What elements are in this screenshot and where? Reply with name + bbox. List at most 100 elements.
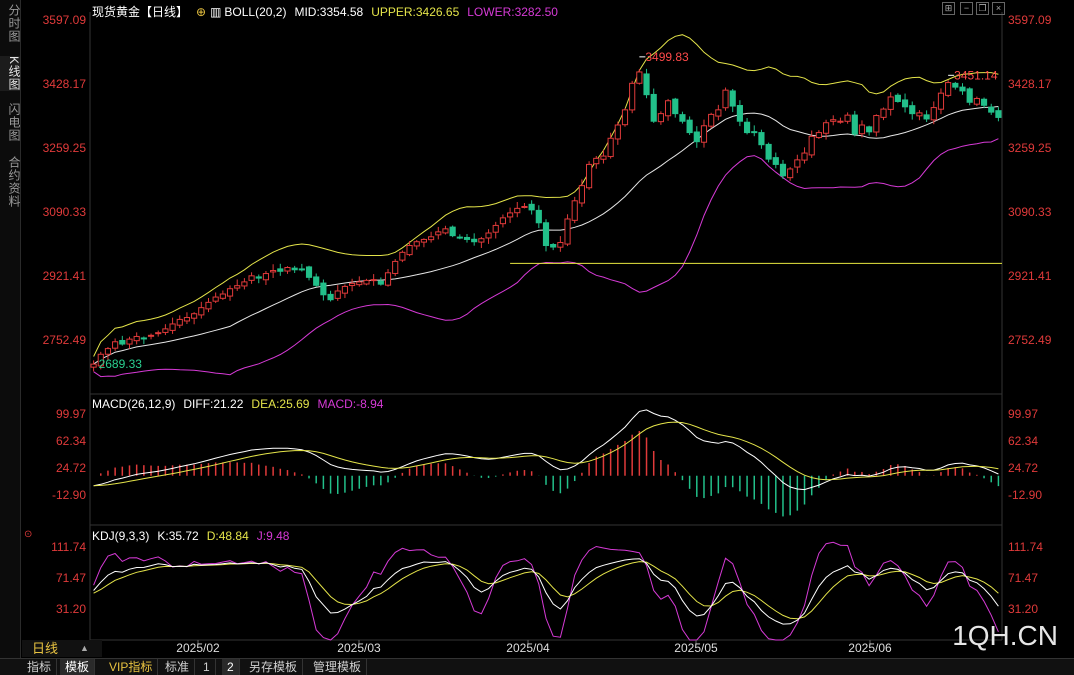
candle-body xyxy=(636,71,643,84)
candle-body xyxy=(772,157,779,165)
candle-body xyxy=(736,105,743,122)
candle-body xyxy=(428,236,435,241)
candle-body xyxy=(758,132,765,146)
candle-body xyxy=(550,244,557,248)
left-tab-0[interactable]: 分时图 xyxy=(7,4,21,43)
candle-body xyxy=(471,238,478,243)
candle-body xyxy=(384,272,392,286)
candle-body xyxy=(521,205,528,208)
candle-body xyxy=(629,82,636,111)
candle-body xyxy=(155,332,162,335)
candle-body xyxy=(679,114,686,122)
candle-body xyxy=(363,279,370,285)
kdj-tick-left: 111.74 xyxy=(51,540,86,554)
macd-dea-line xyxy=(93,421,999,487)
candle-body xyxy=(392,260,399,274)
bottom-tab-3[interactable]: 标准 xyxy=(160,659,196,675)
recent-high-annotation: 3451.14 xyxy=(954,68,998,82)
candle-body xyxy=(435,231,442,236)
bottom-tab-6[interactable]: 另存模板 xyxy=(244,659,304,675)
candle-body xyxy=(507,212,514,218)
candle-body xyxy=(327,293,334,301)
candle-body xyxy=(988,106,995,113)
candle-body xyxy=(657,113,664,123)
bottom-tab-1[interactable]: 模板 xyxy=(60,659,96,675)
candle-body xyxy=(140,337,147,340)
minimize-icon[interactable]: − xyxy=(960,2,973,15)
left-tab-2[interactable]: 闪电图 xyxy=(7,103,21,142)
low-annotation: 2689.33 xyxy=(99,357,143,371)
candle-body xyxy=(226,288,234,297)
candle-body xyxy=(765,143,772,160)
boll-mid: MID:3354.58 xyxy=(294,5,364,19)
candle-body xyxy=(887,96,894,110)
candle-body xyxy=(126,338,133,345)
candle-body xyxy=(822,122,830,134)
candle-body xyxy=(478,238,485,243)
y-tick-left: 3259.25 xyxy=(43,141,87,155)
macd-panel xyxy=(93,409,1000,517)
candle-body xyxy=(147,334,155,337)
candle-body xyxy=(262,273,270,281)
kdj-label: KDJ(9,3,3) xyxy=(92,529,150,543)
candle-body xyxy=(205,301,212,310)
candle-body xyxy=(514,207,521,214)
period-label: 日线 xyxy=(32,641,59,656)
kdj-k-line xyxy=(93,558,999,625)
left-tab-bar: 分时图 K线图闪电图合约资料 xyxy=(0,0,21,658)
candle-body xyxy=(277,268,284,272)
bottom-tab-5[interactable]: 2 xyxy=(222,659,240,675)
candle-body xyxy=(463,236,471,240)
candle-body xyxy=(743,121,751,134)
candle-body xyxy=(456,236,463,239)
boll-bands xyxy=(93,34,1002,378)
kdj-settings-icon[interactable]: ⊙ xyxy=(24,529,33,540)
y-tick-right: 3259.25 xyxy=(1008,141,1052,155)
settings-icon[interactable]: ⊕ xyxy=(196,5,207,19)
bottom-tab-4[interactable]: 1 xyxy=(198,659,216,675)
candle-body xyxy=(399,251,406,261)
candle-body xyxy=(923,114,930,120)
bottom-tab-0[interactable]: 指标 xyxy=(22,659,58,675)
kdj-panel xyxy=(93,541,999,641)
bottom-tab-7[interactable]: 管理模板 xyxy=(308,659,368,675)
restore-icon[interactable]: ❐ xyxy=(976,2,989,15)
macd-tick-right: 24.72 xyxy=(1008,461,1038,475)
candle-body xyxy=(722,89,729,109)
left-tab-3[interactable]: 合约资料 xyxy=(7,156,21,208)
x-tick-label: 2025/05 xyxy=(674,641,718,655)
candle-body xyxy=(894,94,901,103)
kdj-tick-left: 31.20 xyxy=(56,602,86,616)
kdj-tick-right: 111.74 xyxy=(1008,540,1043,554)
candle-body xyxy=(858,124,866,135)
close-icon[interactable]: × xyxy=(992,2,1005,15)
candle-body xyxy=(980,98,988,106)
axis-labels: 3499.83 3451.14 2689.33 3597.09 3597.09 3428.… xyxy=(43,13,1052,655)
grid-lines xyxy=(89,12,1003,641)
candle-body xyxy=(349,282,356,287)
macd-tick-left: -12.90 xyxy=(52,488,86,502)
left-tab-1[interactable]: K线图 xyxy=(0,56,21,92)
candle-body xyxy=(578,185,585,204)
candle-body xyxy=(234,285,241,289)
candle-body xyxy=(176,318,183,326)
crosshair-icon[interactable]: ⊞ xyxy=(942,2,955,15)
candle-body xyxy=(97,353,104,367)
candle-body xyxy=(664,100,672,117)
kdj-d-line xyxy=(93,561,999,620)
boll-upper-line xyxy=(93,34,999,357)
candle-body xyxy=(621,109,629,126)
kdj-j-line xyxy=(93,541,999,641)
watermark: 1QH.CN xyxy=(952,620,1058,651)
candle-body xyxy=(787,168,794,179)
candle-body xyxy=(255,276,262,279)
period-selector[interactable]: 日线 ▲ xyxy=(22,640,102,657)
macd-dea: DEA:25.69 xyxy=(251,397,310,411)
kdj-k: K:35.72 xyxy=(157,529,199,543)
candle-body xyxy=(801,152,808,161)
candle-body xyxy=(420,238,428,243)
candle-body xyxy=(708,113,715,127)
candle-body xyxy=(672,98,679,115)
bottom-tab-2[interactable]: VIP指标 xyxy=(104,659,159,675)
candle-body xyxy=(377,280,384,285)
